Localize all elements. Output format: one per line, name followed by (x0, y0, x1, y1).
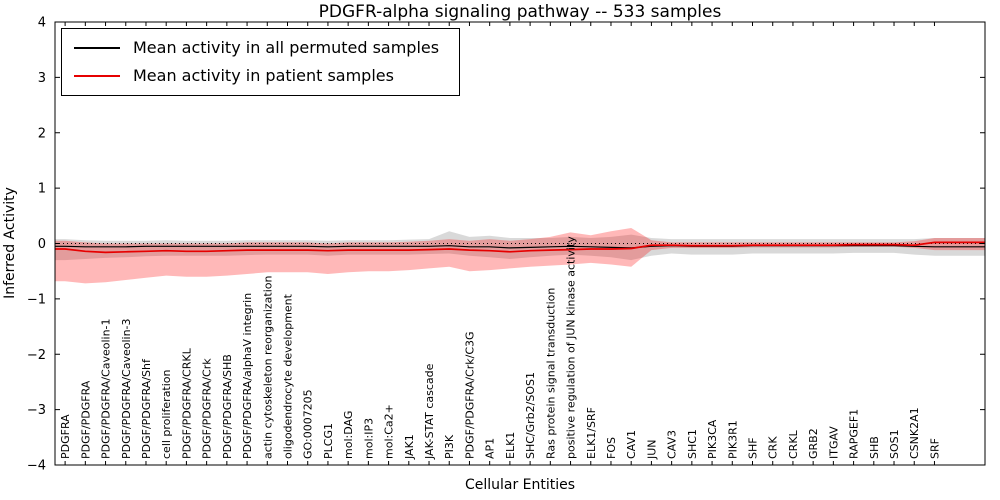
x-tick-label: PDGF/PDGFRA (79, 380, 92, 459)
x-tick-label: PIK3CA (706, 419, 719, 459)
x-tick-label: JAK-STAT cascade (423, 363, 436, 460)
legend-entry-permuted: Mean activity in all permuted samples (74, 38, 439, 57)
y-tick-label: −3 (27, 403, 46, 418)
legend-label-patient: Mean activity in patient samples (133, 66, 394, 85)
x-tick-label: mol:IP3 (362, 418, 375, 459)
x-tick-label: PDGF/PDGFRA/Caveolin-1 (100, 318, 113, 459)
x-tick-label: ITGAV (827, 426, 840, 459)
plot-border (54, 21, 986, 466)
y-tick-label: 3 (38, 71, 46, 86)
y-tick-label: −1 (27, 292, 46, 307)
y-tick-label: −2 (27, 348, 46, 363)
mean-line-1 (55, 241, 985, 254)
x-tick-label: PDGF/PDGFRA/Caveolin-3 (120, 318, 133, 459)
x-tick-label: SRF (929, 438, 942, 459)
y-tick-label: 4 (38, 16, 46, 31)
y-tick-label: −4 (27, 459, 46, 474)
x-tick-label: cell proliferation (160, 369, 173, 459)
x-tick-label: SHC1 (686, 429, 699, 459)
x-tick-label: GRB2 (807, 428, 820, 459)
legend-line-1 (74, 74, 120, 77)
band-0 (55, 231, 985, 261)
y-tick-label: 1 (38, 182, 46, 197)
x-tick-label: Ras protein signal transduction (544, 288, 557, 459)
x-tick-label: PIK3R1 (726, 420, 739, 459)
legend-entry-patient: Mean activity in patient samples (74, 66, 439, 85)
x-tick-label: oligodendrocyte development (282, 293, 295, 459)
x-tick-label: JUN (645, 439, 658, 460)
legend: Mean activity in all permuted samples Me… (61, 28, 461, 96)
x-tick-label: CRKL (787, 429, 800, 459)
x-tick-label: AP1 (484, 438, 497, 459)
x-tick-label: PDGF/PDGFRA/alphaV integrin (241, 293, 254, 459)
x-tick-label: CSNK2A1 (908, 407, 921, 459)
x-tick-label: SHF (747, 437, 760, 459)
x-tick-label: mol:Ca2+ (383, 404, 396, 459)
y-tick-label: 2 (38, 126, 46, 141)
x-tick-label: CRK (767, 436, 780, 459)
x-tick-label: positive regulation of JUN kinase activi… (565, 236, 578, 459)
x-tick-label: ELK1/SRF (585, 407, 598, 459)
x-axis-label: Cellular Entities (464, 477, 576, 493)
x-tick-label: PDGFRA (59, 414, 72, 459)
x-tick-label: actin cytoskeleton reorganization (261, 275, 274, 459)
band-1 (55, 228, 985, 284)
y-tick-label: 0 (38, 237, 46, 252)
legend-label-permuted: Mean activity in all permuted samples (133, 38, 440, 57)
x-tick-label: PDGF/PDGFRA/Crk (201, 358, 214, 459)
x-tick-label: RAPGEF1 (848, 409, 861, 459)
y-axis-label: Inferred Activity (2, 187, 18, 299)
x-tick-label: mol:DAG (342, 411, 355, 459)
x-tick-label: PDGF/PDGFRA/CRKL (180, 347, 193, 459)
legend-line-0 (74, 46, 120, 49)
x-tick-label: SHC/Grb2/SOS1 (524, 372, 537, 459)
x-tick-label: PI3K (443, 434, 456, 459)
x-tick-label: PDGF/PDGFRA/Shf (140, 358, 153, 459)
x-tick-label: PLCG1 (322, 423, 335, 459)
x-tick-label: CAV1 (625, 430, 638, 459)
x-tick-label: PDGF/PDGFRA/SHB (221, 354, 234, 459)
x-tick-label: JAK1 (403, 434, 416, 460)
x-tick-label: SHB (868, 436, 881, 459)
x-tick-label: CAV3 (666, 430, 679, 459)
x-tick-label: ELK1 (504, 432, 517, 459)
x-tick-label: SOS1 (888, 429, 901, 459)
x-tick-label: GO:0007205 (302, 389, 315, 459)
chart-title: PDGFR-alpha signaling pathway -- 533 sam… (318, 2, 722, 22)
x-tick-label: FOS (605, 437, 618, 459)
x-tick-label: PDGF/PDGFRA/Crk/C3G (464, 331, 477, 459)
